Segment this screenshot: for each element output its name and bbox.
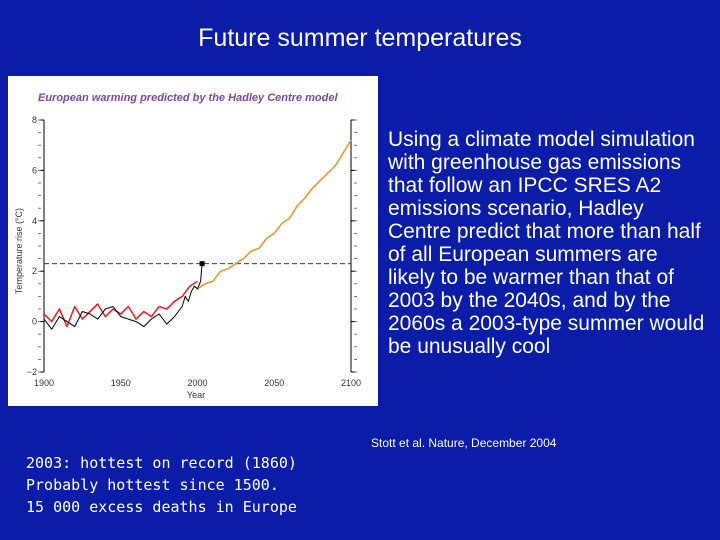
y-tick-label: −2 — [27, 367, 37, 377]
y-tick-label: 6 — [32, 165, 37, 175]
citation: Stott et al. Nature, December 2004 — [371, 436, 557, 450]
chart-title: European warming predicted by the Hadley… — [38, 92, 338, 104]
series-line-observed — [43, 263, 203, 330]
y-tick-label: 4 — [32, 216, 37, 226]
y-tick-label: 0 — [32, 317, 37, 327]
series-line-model-historical — [43, 280, 198, 328]
fact-line: 2003: hottest on record (1860) — [26, 454, 297, 472]
y-tick-label: 8 — [32, 115, 37, 125]
fact-line: 15 000 excess deaths in Europe — [26, 498, 297, 516]
x-tick-label: 1950 — [111, 378, 131, 388]
summary-text: Using a climate model simulation with gr… — [388, 128, 705, 358]
y-tick-label: 2 — [32, 266, 37, 276]
highlight-point — [199, 261, 205, 267]
y-axis-label: Temperature rise (°C) — [14, 208, 24, 294]
x-tick-label: 2050 — [264, 378, 284, 388]
x-tick-label: 2000 — [187, 378, 207, 388]
series-line-model-future — [197, 139, 352, 290]
x-tick-label: 1900 — [34, 378, 54, 388]
x-axis-label: Year — [187, 390, 205, 400]
fact-line: Probably hottest since 1500. — [26, 476, 279, 494]
facts-list: 2003: hottest on record (1860) Probably … — [26, 452, 366, 518]
slide-title: Future summer temperatures — [198, 24, 522, 52]
x-tick-label: 2100 — [341, 378, 361, 388]
chart-panel: European warming predicted by the Hadley… — [8, 76, 378, 406]
temperature-chart: European warming predicted by the Hadley… — [14, 92, 361, 400]
